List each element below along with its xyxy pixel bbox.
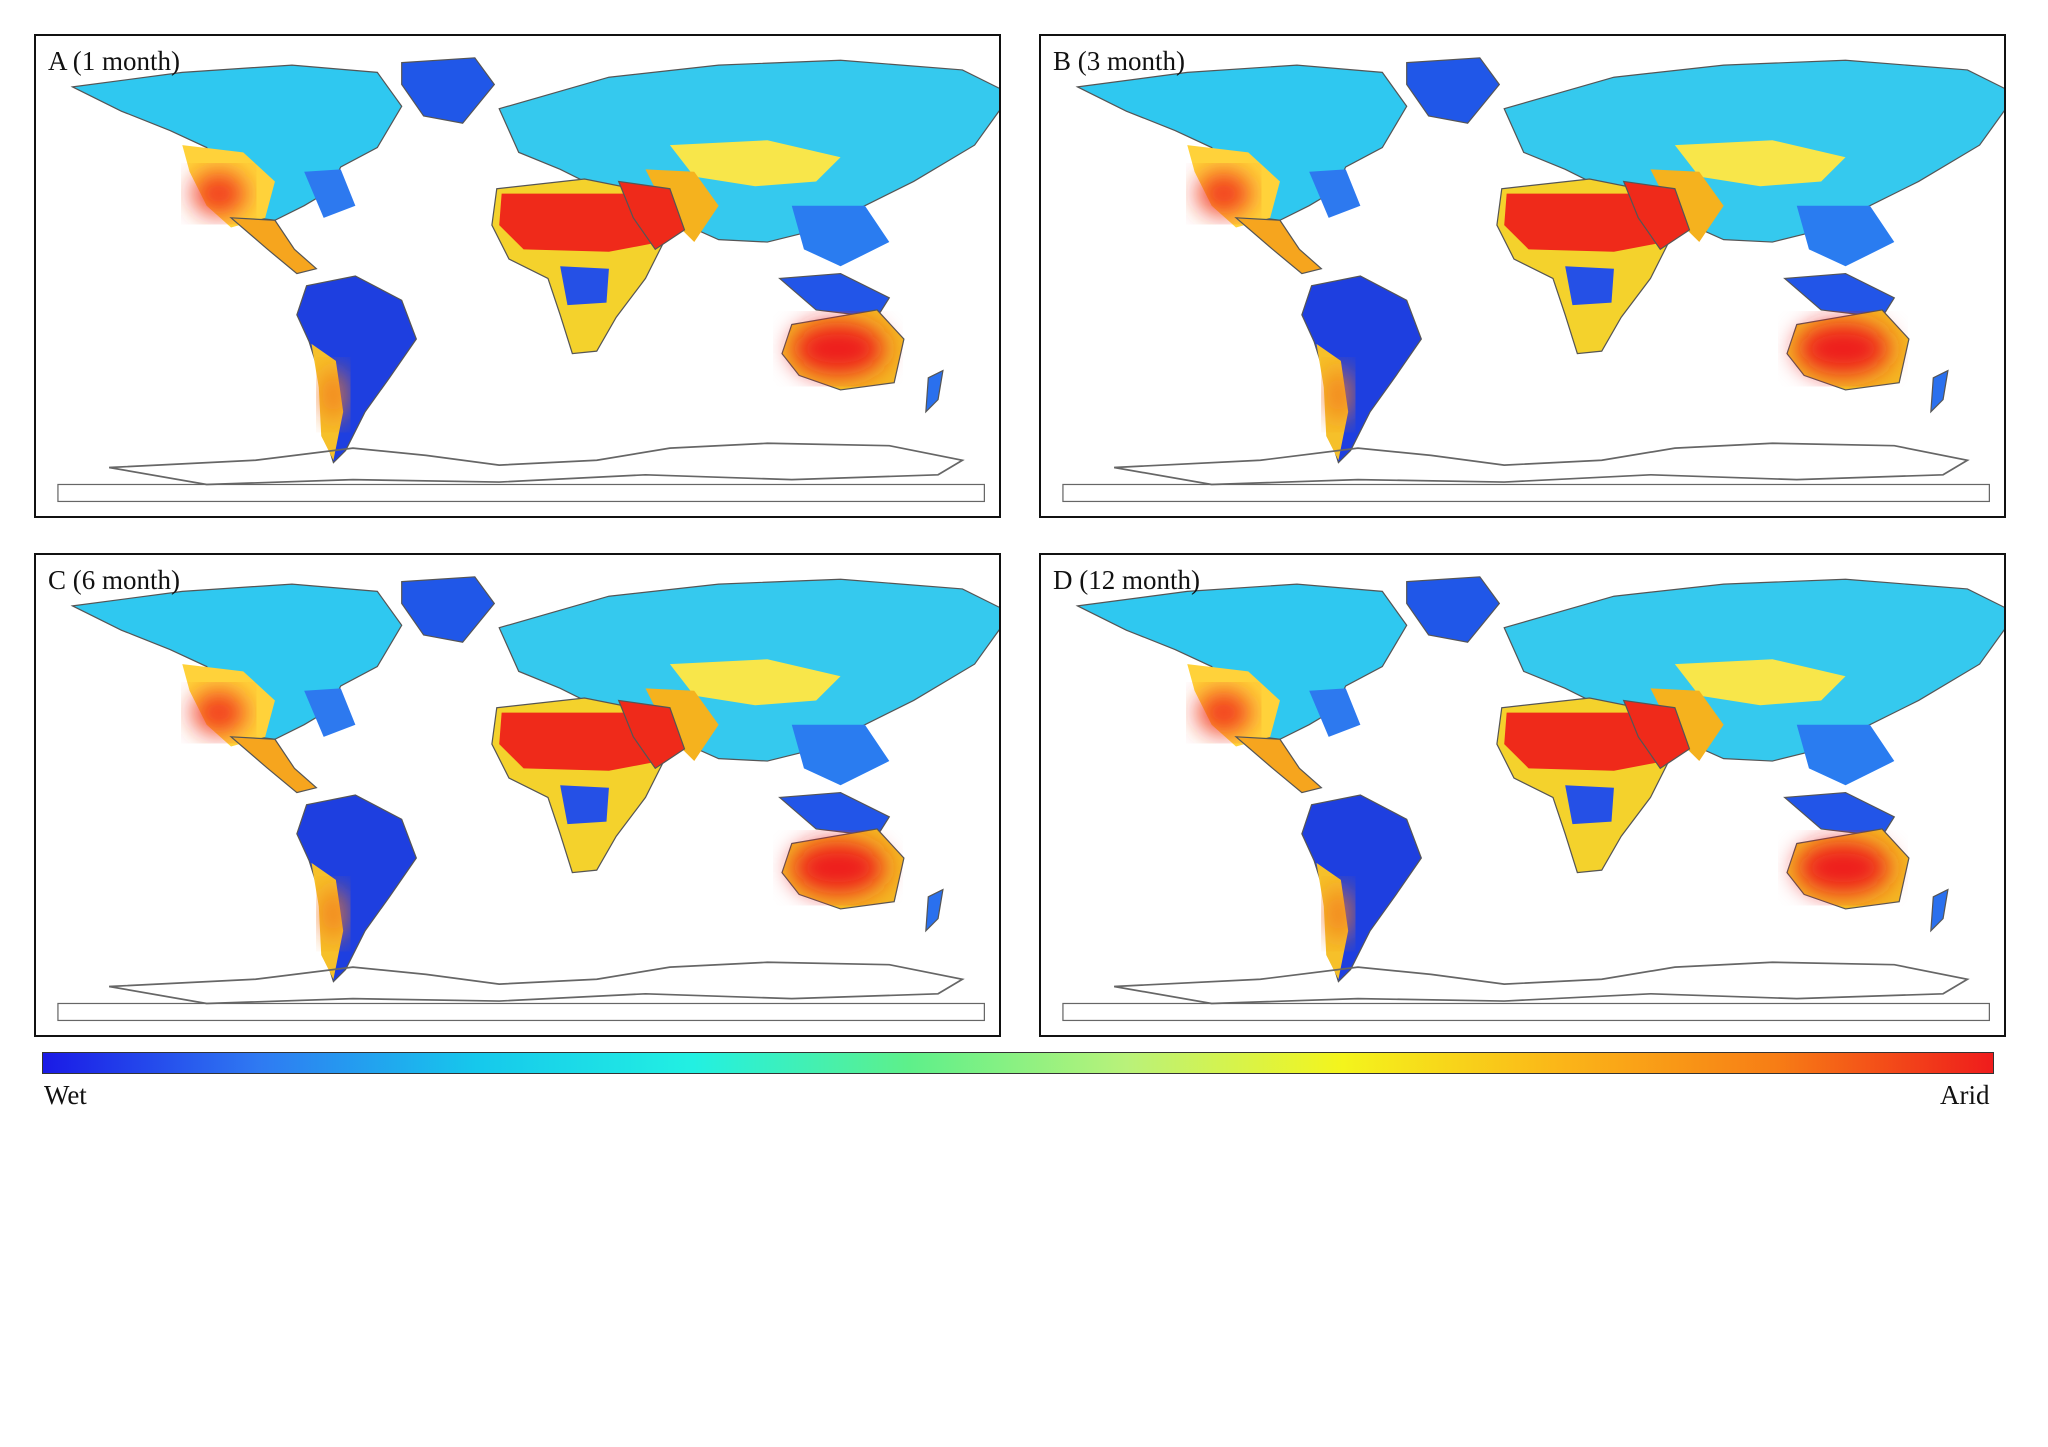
panel-3-month: B (3 month) [1039,34,2006,518]
colorbar-label-wet: Wet [44,1080,87,1110]
panel-1-month: A (1 month) [34,34,1001,518]
world-map [1041,36,2004,516]
panel-label: C (6 month) [48,565,180,595]
panel-6-month: C (6 month) [34,553,1001,1037]
panel-label: B (3 month) [1053,46,1185,76]
colorbar-label-arid: Arid [1940,1080,1990,1110]
panel-12-month: D (12 month) [1039,553,2006,1037]
world-map [36,555,999,1035]
colorbar [42,1052,1994,1074]
world-map [1041,555,2004,1035]
panel-label: A (1 month) [48,46,180,76]
panel-label: D (12 month) [1053,565,1200,595]
world-map [36,36,999,516]
